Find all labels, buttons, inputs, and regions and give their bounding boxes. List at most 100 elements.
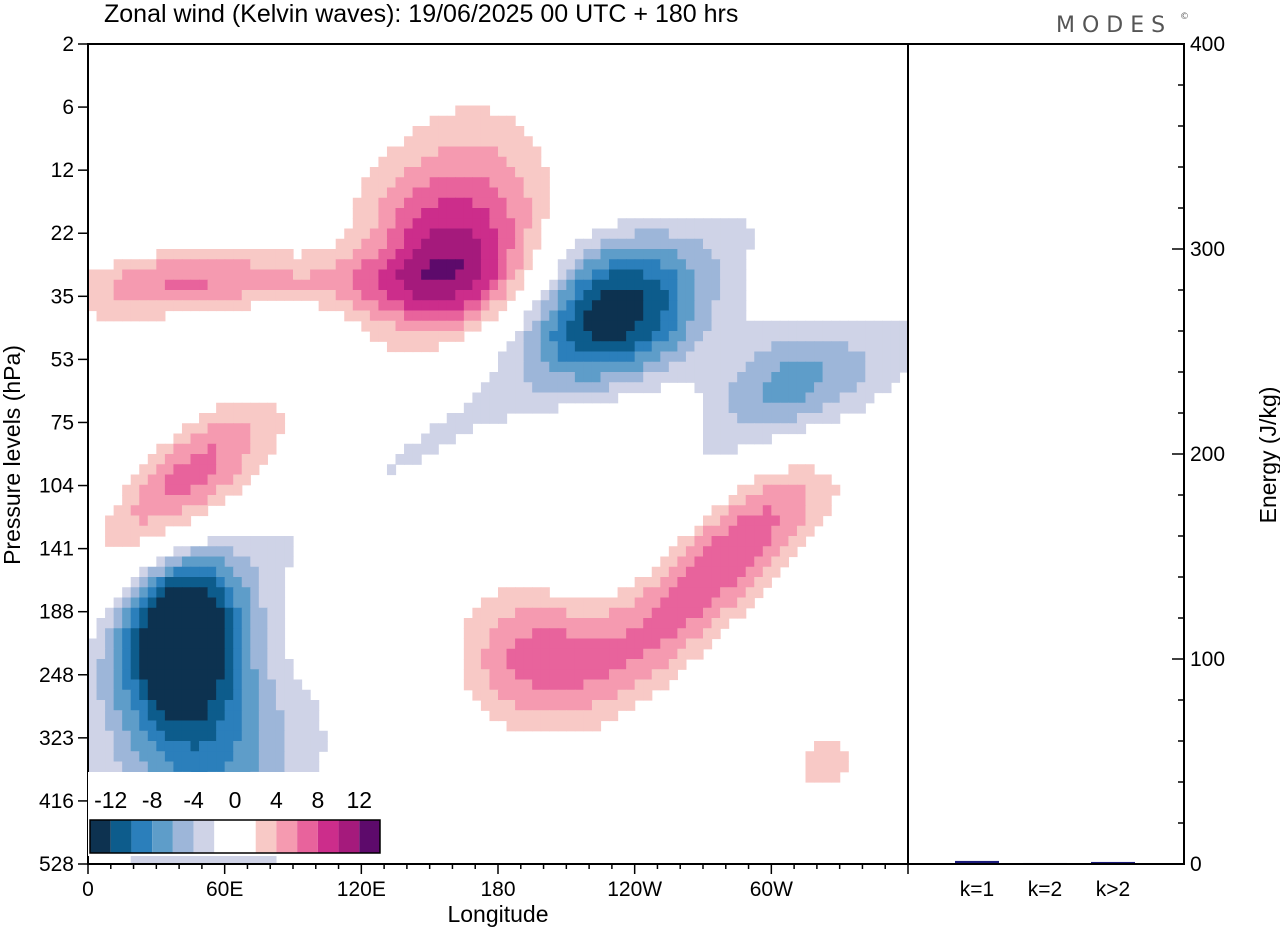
heatmap-cell (583, 310, 593, 322)
heatmap-cell (207, 279, 217, 291)
heatmap-cell (839, 351, 849, 363)
heatmap-cell (591, 669, 602, 681)
heatmap-cell (873, 320, 883, 332)
heatmap-cell (173, 741, 183, 752)
heatmap-cell (728, 290, 738, 301)
heatmap-cell (745, 546, 755, 558)
heatmap-cell (600, 249, 610, 260)
heatmap-cell (634, 341, 644, 353)
heatmap-cell (728, 341, 738, 353)
heatmap-cell (446, 197, 456, 209)
heatmap-cell (446, 218, 456, 230)
heatmap-cell (728, 228, 738, 240)
heatmap-cell (113, 761, 123, 773)
heatmap-cell (796, 382, 807, 394)
heatmap-cell (122, 597, 132, 609)
heatmap-cell (737, 300, 747, 312)
heatmap-cell (480, 689, 491, 701)
heatmap-cell (386, 331, 397, 342)
heatmap-cell (438, 433, 448, 445)
heatmap-cell (532, 700, 542, 711)
heatmap-cell (463, 300, 473, 312)
heatmap-cell (899, 320, 908, 332)
heatmap-cell (361, 269, 371, 281)
heatmap-cell (335, 259, 345, 271)
heatmap-cell (694, 300, 704, 312)
heatmap-cell (446, 167, 456, 178)
heatmap-cell (583, 700, 593, 711)
heatmap-cell (258, 556, 268, 568)
heatmap-cell (199, 659, 209, 670)
heatmap-cell (386, 290, 397, 301)
heatmap-cell (480, 618, 491, 629)
heatmap-cell (600, 700, 610, 711)
heatmap-cell (771, 351, 781, 363)
heatmap-cell (498, 351, 508, 363)
heatmap-cell (421, 433, 431, 445)
heatmap-cell (532, 238, 542, 250)
heatmap-cell (609, 249, 619, 260)
heatmap-cell (489, 402, 499, 414)
heatmap-cell (378, 187, 388, 199)
heatmap-cell (574, 597, 585, 609)
y-tick-label: 2 (62, 33, 74, 56)
heatmap-cell (591, 361, 602, 373)
heatmap-cell (199, 290, 209, 301)
heatmap-cell (233, 700, 243, 711)
heatmap-cell (122, 648, 132, 660)
heatmap-cell (438, 331, 448, 342)
heatmap-cell (660, 228, 670, 240)
heatmap-cell (703, 443, 713, 455)
heatmap-cell (745, 351, 755, 363)
heatmap-cell (318, 730, 328, 742)
heatmap-cell (404, 238, 414, 250)
heatmap-cell (711, 566, 721, 578)
heatmap-cell (532, 361, 542, 373)
heatmap-cell (515, 218, 525, 230)
heatmap-cell (258, 648, 268, 660)
heatmap-cell (113, 515, 123, 527)
heatmap-cell (412, 187, 422, 199)
heatmap-cell (96, 751, 106, 763)
heatmap-cell (412, 177, 422, 189)
heatmap-cell (404, 197, 414, 209)
heatmap-cell (147, 710, 157, 722)
heatmap-cell (583, 259, 593, 271)
heatmap-cell (122, 741, 132, 752)
heatmap-cell (139, 751, 149, 763)
heatmap-cell (626, 218, 636, 230)
heatmap-cell (779, 351, 790, 363)
heatmap-cell (190, 638, 200, 650)
heatmap-cell (549, 679, 559, 691)
heatmap-cell (762, 577, 772, 588)
heatmap-cell (762, 484, 772, 496)
heatmap-cell (566, 279, 576, 291)
heatmap-cell (147, 669, 157, 681)
heatmap-cell (404, 454, 414, 465)
heatmap-cell (848, 341, 858, 353)
heatmap-cell (156, 741, 166, 752)
heatmap-cell (532, 679, 542, 691)
heatmap-cell (233, 679, 243, 691)
heatmap-cell (173, 259, 183, 271)
heatmap-cell (737, 556, 747, 568)
heatmap-cell (831, 320, 841, 332)
heatmap-cell (438, 136, 448, 148)
heatmap-cell (651, 259, 661, 271)
heatmap-cell (754, 331, 764, 342)
heatmap-cell (805, 771, 815, 783)
heatmap-cell (498, 648, 508, 660)
heatmap-cell (105, 628, 115, 640)
heatmap-cell (267, 443, 277, 455)
heatmap-cell (181, 249, 192, 260)
energy-bar (1091, 861, 1135, 864)
heatmap-cell (745, 228, 755, 240)
heatmap-cell (728, 259, 738, 271)
heatmap-cell (173, 474, 183, 486)
heatmap-cell (258, 679, 268, 691)
heatmap-cell (711, 238, 721, 250)
heatmap-cell (378, 177, 388, 189)
heatmap-cell (267, 536, 277, 547)
heatmap-cell (224, 679, 234, 691)
heatmap-cell (498, 402, 508, 414)
